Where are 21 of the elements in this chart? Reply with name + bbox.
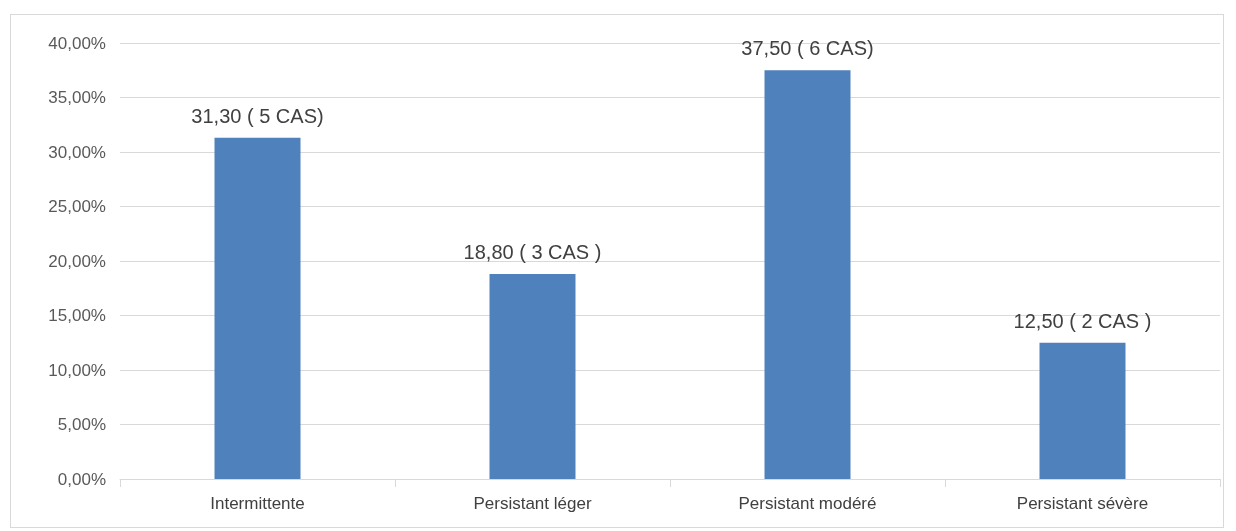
data-label: 37,50 ( 6 CAS) bbox=[741, 37, 874, 60]
y-tick-label: 35,00% bbox=[48, 88, 106, 107]
y-tick-label: 30,00% bbox=[48, 142, 106, 162]
data-label: 12,50 ( 2 CAS ) bbox=[1013, 309, 1152, 332]
y-tick-label: 10,00% bbox=[48, 360, 106, 380]
bar bbox=[489, 274, 576, 479]
data-label: 31,30 ( 5 CAS) bbox=[191, 104, 324, 127]
x-tick-label: Persistant sévère bbox=[1016, 494, 1149, 513]
bar bbox=[1039, 342, 1126, 479]
y-tick-label: 15,00% bbox=[48, 306, 106, 325]
x-tick-label: Intermittente bbox=[210, 494, 305, 513]
data-label: 18,80 ( 3 CAS ) bbox=[463, 241, 602, 264]
x-tick-label: Persistant modéré bbox=[738, 494, 877, 513]
y-tick-label: 40,00% bbox=[48, 33, 106, 53]
bar bbox=[214, 137, 301, 479]
y-tick-label: 20,00% bbox=[48, 251, 106, 271]
x-tick-label: Persistant léger bbox=[473, 494, 592, 513]
y-tick-label: 5,00% bbox=[57, 415, 106, 434]
bar bbox=[764, 70, 851, 479]
y-tick-label: 0,00% bbox=[57, 469, 106, 489]
y-tick-label: 25,00% bbox=[48, 197, 106, 216]
